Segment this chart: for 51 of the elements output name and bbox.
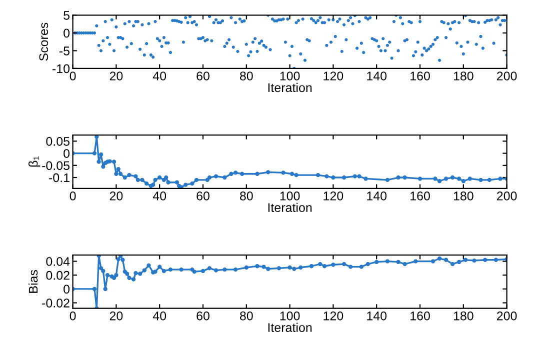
x-tick-label: 100: [280, 72, 300, 80]
x-tick-label: 20: [110, 72, 123, 80]
x-tick-label: 200: [497, 72, 517, 80]
x-tick-label: 120: [324, 311, 344, 320]
x-tick-label: 160: [410, 72, 430, 80]
x-tick-label: 120: [324, 72, 344, 80]
x-tick-label: 100: [280, 311, 300, 320]
y-tick-label: -5: [59, 46, 70, 56]
x-tick-label: 40: [152, 72, 166, 80]
x-tick-label: 40: [152, 311, 166, 320]
x-tick-label: 180: [454, 311, 474, 320]
x-tick-label: 0: [70, 72, 76, 80]
x-tick-label: 20: [110, 311, 123, 320]
x-tick-label: 80: [240, 311, 253, 320]
x-tick-label: 140: [367, 192, 387, 200]
x-tick-label: 120: [324, 192, 344, 200]
y-axis-title: Scores: [39, 22, 48, 61]
y-tick-label: -0.1: [49, 173, 70, 182]
y-tick-label: 5: [64, 11, 70, 20]
x-tick-label: 80: [240, 72, 253, 80]
y-tick-label: 0: [64, 284, 70, 294]
x-tick-label: 180: [454, 72, 474, 80]
y-axis-title: β₁: [28, 156, 40, 167]
x-tick-label: 80: [240, 192, 253, 200]
x-tick-label: 200: [497, 192, 517, 200]
x-tick-label: 140: [367, 72, 387, 80]
y-tick-label: -10: [52, 64, 70, 74]
x-tick-label: 160: [410, 192, 430, 200]
y-tick-label: 0.02: [46, 270, 70, 280]
x-tick-label: 20: [110, 192, 123, 200]
y-axis-title: Bias: [28, 270, 38, 293]
y-tick-label: 0: [64, 28, 70, 38]
y-tick-label: 0.05: [46, 136, 70, 146]
x-tick-label: 200: [497, 311, 517, 320]
x-tick-label: 60: [196, 192, 210, 200]
x-axis-title: Iteration: [268, 202, 312, 212]
x-tick-label: 0: [70, 192, 76, 200]
y-tick-label: 0: [64, 149, 70, 158]
x-tick-label: 160: [410, 311, 430, 320]
x-axis-title: Iteration: [268, 82, 312, 92]
y-tick-label: -0.02: [42, 298, 70, 308]
x-tick-label: 60: [196, 72, 210, 80]
x-tick-label: 40: [152, 192, 166, 200]
x-tick-label: 100: [280, 192, 300, 200]
y-tick-label: 0.04: [46, 257, 70, 266]
x-tick-label: 180: [454, 192, 474, 200]
x-axis-title: Iteration: [268, 322, 312, 332]
x-tick-label: 140: [367, 311, 387, 320]
x-tick-label: 0: [70, 311, 76, 320]
x-tick-label: 60: [196, 311, 210, 320]
y-tick-label: -0.05: [42, 161, 70, 170]
